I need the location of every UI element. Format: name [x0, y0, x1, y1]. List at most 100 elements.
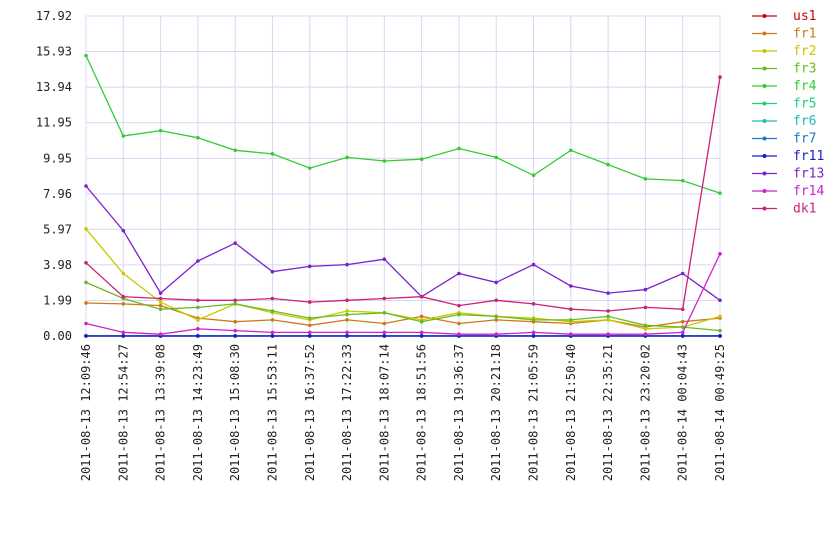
series-fr4 [84, 53, 722, 195]
data-point [680, 307, 685, 312]
data-point [569, 284, 573, 288]
data-point [419, 294, 424, 299]
y-tick-label: 3.98 [43, 258, 72, 272]
x-tick-label: 2011-08-13 21:05:59 [527, 344, 541, 481]
data-point [606, 314, 610, 319]
data-point [345, 309, 349, 313]
legend-item: dk1 [752, 202, 816, 217]
data-point [345, 330, 349, 335]
data-point [606, 291, 610, 295]
data-point [531, 173, 536, 178]
data-point [345, 312, 349, 317]
data-point [121, 294, 126, 299]
data-point [680, 319, 685, 324]
grid [85, 15, 721, 337]
data-point [382, 257, 387, 262]
data-point [196, 327, 200, 331]
data-point [158, 307, 163, 312]
data-point [569, 332, 573, 337]
series-line [85, 228, 721, 330]
data-point [457, 312, 461, 317]
data-point [196, 318, 200, 322]
data-point [382, 159, 387, 163]
data-point [718, 314, 722, 319]
data-point [643, 287, 648, 292]
data-point [382, 330, 387, 335]
data-point [121, 228, 126, 233]
x-tick-label: 2011-08-13 13:39:08 [154, 344, 168, 481]
data-point [196, 305, 200, 310]
data-point [494, 298, 499, 303]
data-point [419, 314, 424, 319]
series-lines [84, 53, 722, 338]
series-fr13 [84, 184, 722, 303]
data-point [606, 162, 610, 167]
legend-label: fr14 [793, 184, 824, 199]
legend-marker [762, 49, 767, 53]
y-tick-label: 11.95 [36, 116, 72, 130]
y-tick-label: 17.92 [36, 9, 72, 23]
data-point [382, 296, 387, 301]
data-point [531, 334, 536, 338]
data-point [84, 280, 88, 285]
data-point [270, 334, 275, 338]
series-fr14 [84, 252, 722, 337]
data-point [382, 310, 387, 315]
legend-item: fr6 [752, 114, 816, 129]
data-point [643, 305, 648, 310]
data-point [84, 260, 88, 265]
data-point [307, 323, 312, 328]
legend-item: fr13 [752, 167, 824, 182]
data-point [270, 269, 275, 274]
x-axis-ticks: 2011-08-13 12:09:46 2011-08-13 12:54:27 20… [79, 344, 727, 481]
data-point [680, 330, 685, 335]
legend-label: fr2 [793, 44, 816, 59]
legend-item: fr2 [752, 44, 816, 59]
data-point [680, 271, 685, 276]
data-point [196, 298, 200, 303]
data-point [307, 316, 312, 320]
data-point [307, 166, 312, 170]
data-point [233, 241, 237, 245]
x-tick-label: 2011-08-13 12:09:46 [79, 344, 93, 481]
data-point [121, 330, 126, 335]
legend-item: us1 [752, 9, 816, 24]
legend-item: fr11 [752, 149, 824, 164]
legend-marker [762, 31, 767, 36]
data-point [307, 330, 312, 335]
data-point [158, 303, 163, 308]
y-tick-label: 7.96 [43, 187, 72, 201]
data-point [643, 177, 648, 181]
legend-marker [762, 101, 767, 106]
legend-marker [762, 136, 767, 141]
data-point [121, 334, 126, 338]
data-point [419, 157, 424, 162]
legend-marker [762, 84, 767, 88]
x-tick-label: 2011-08-14 00:04:43 [676, 344, 690, 481]
data-point [158, 291, 163, 295]
data-point [643, 327, 648, 331]
data-point [457, 146, 461, 151]
data-point [606, 309, 610, 313]
x-tick-label: 2011-08-13 23:20:02 [638, 344, 652, 481]
legend-label: fr1 [793, 27, 816, 42]
legend-marker [762, 206, 767, 211]
data-point [121, 271, 126, 276]
data-point [270, 296, 275, 301]
data-point [307, 264, 312, 269]
data-point [531, 302, 536, 306]
data-point [84, 334, 88, 338]
data-point [606, 332, 610, 337]
x-tick-label: 2011-08-14 00:49:25 [713, 344, 727, 481]
x-tick-label: 2011-08-13 12:54:27 [116, 344, 130, 481]
series-line [85, 185, 721, 301]
data-point [457, 321, 461, 326]
x-tick-label: 2011-08-13 17:22:33 [340, 344, 354, 481]
data-point [84, 301, 88, 305]
legend-item: fr5 [752, 97, 816, 112]
data-point [158, 300, 163, 304]
legend-label: us1 [793, 9, 816, 24]
legend-item: fr1 [752, 27, 816, 42]
data-point [643, 323, 648, 328]
